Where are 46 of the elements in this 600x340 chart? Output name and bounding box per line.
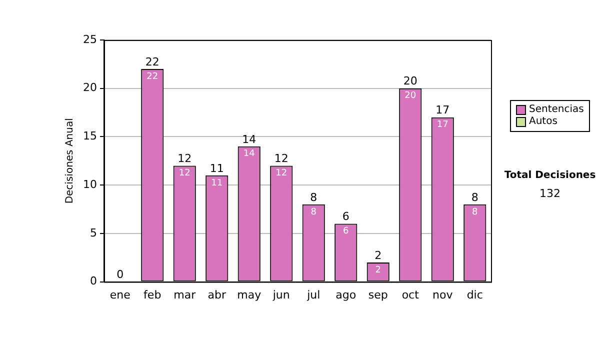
total-label: 12 xyxy=(274,152,288,166)
total-label: 14 xyxy=(242,132,256,146)
total-label: 2 xyxy=(374,248,382,262)
data-label: 6 xyxy=(343,226,350,237)
x-tick-label: feb xyxy=(144,288,162,302)
x-tick-label: ago xyxy=(336,288,356,302)
total-label: 22 xyxy=(145,55,160,68)
data-label: 17 xyxy=(436,120,448,130)
x-tick-label: may xyxy=(237,288,262,302)
total-label: 0 xyxy=(116,268,124,282)
y-axis-title: Decisiones Anual xyxy=(64,118,76,204)
data-label: 11 xyxy=(211,178,223,188)
y-tick-label: 15 xyxy=(82,130,97,143)
y-tick-label: 5 xyxy=(90,226,97,240)
data-label: 2 xyxy=(375,265,381,276)
total-label: 17 xyxy=(436,104,450,117)
total-label: 12 xyxy=(178,152,192,166)
y-tick-label: 25 xyxy=(82,32,97,46)
data-label: 22 xyxy=(146,72,158,82)
data-label: 8 xyxy=(310,207,317,218)
y-tick-label: 10 xyxy=(82,178,97,191)
x-tick-label: nov xyxy=(432,288,454,302)
total-label: 8 xyxy=(471,190,478,204)
x-tick-label: abr xyxy=(208,288,226,302)
data-label: 12 xyxy=(178,168,190,179)
data-label: 20 xyxy=(404,91,416,102)
total-label: 20 xyxy=(403,74,418,88)
x-tick-label: dic xyxy=(466,288,483,302)
x-tick-label: sep xyxy=(368,288,388,302)
total-label: 11 xyxy=(210,162,224,175)
total-label: 8 xyxy=(310,190,318,204)
text: 132 xyxy=(538,187,562,200)
x-tick-label: ene xyxy=(110,288,131,302)
y-tick-label: 20 xyxy=(82,81,97,94)
x-tick-label: oct xyxy=(402,288,420,302)
x-tick-label: mar xyxy=(174,288,196,302)
legend-label: Sentencias xyxy=(528,104,584,116)
text: Total Decisiones xyxy=(503,170,597,181)
total-label: 6 xyxy=(342,210,350,224)
data-label: 8 xyxy=(472,207,478,218)
data-label: 12 xyxy=(276,168,288,179)
y-tick-label: 0 xyxy=(90,274,97,288)
x-tick-label: jun xyxy=(272,288,290,302)
legend-label: Autos xyxy=(528,116,558,128)
data-label: 14 xyxy=(243,149,256,160)
x-tick-label: jul xyxy=(306,288,320,302)
